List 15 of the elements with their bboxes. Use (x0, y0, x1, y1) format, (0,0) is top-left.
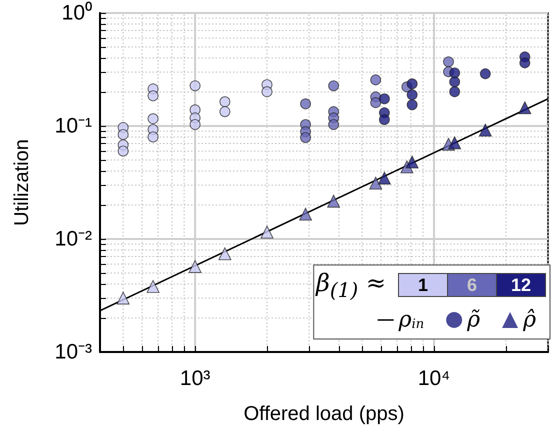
y-tick-label: 10⁻² (54, 228, 92, 250)
x-tick-label: 10⁴ (418, 367, 450, 390)
legend-label: ρin (398, 308, 424, 332)
annotation: 12 (496, 274, 545, 296)
x-tick-label: 10³ (180, 367, 210, 390)
y-tick-label: 10⁰ (62, 2, 92, 24)
y-tick-label: 10⁻³ (54, 340, 92, 364)
legend-label: ρ̂ (522, 308, 536, 332)
x-axis-title: Offered load (pps) (244, 403, 404, 425)
color-bar-title: β$_{(1)}$ ≈ (316, 268, 386, 304)
y-tick-label: 10⁻¹ (54, 114, 92, 138)
annotation: 1 (399, 274, 447, 296)
legend-label: ρ̃ (466, 308, 480, 332)
y-axis-title: Utilization (11, 139, 33, 226)
annotation: 6 (447, 274, 496, 296)
